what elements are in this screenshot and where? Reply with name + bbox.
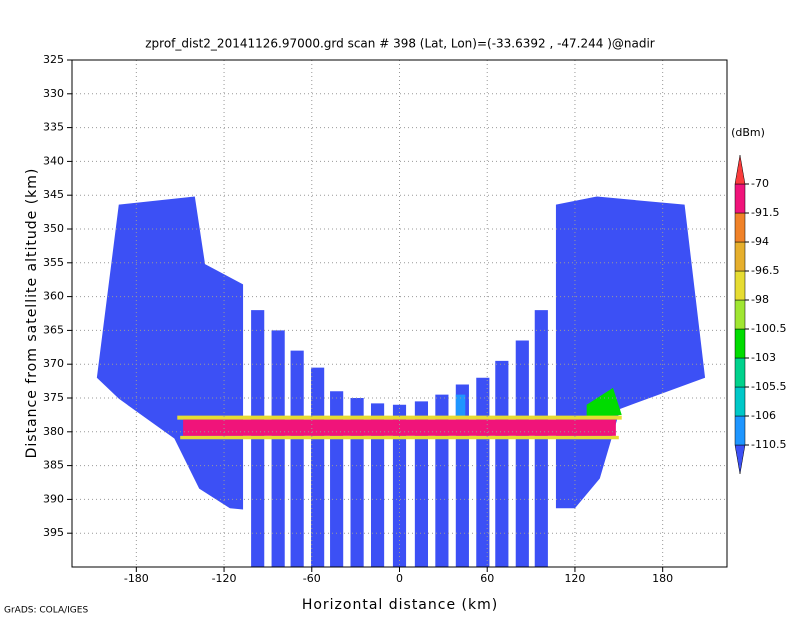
y-tick-label: 355 — [43, 256, 64, 269]
colorbar-label: -103 — [751, 351, 776, 364]
colorbar-label: -94 — [751, 235, 769, 248]
colorbar-label: -105.5 — [751, 380, 786, 393]
shaded-region — [180, 435, 619, 440]
x-tick-label: -180 — [124, 572, 149, 585]
chart-title: zprof_dist2_20141126.97000.grd scan # 39… — [145, 37, 655, 51]
colorbar-label: -96.5 — [751, 264, 779, 277]
colorbar-label: -98 — [751, 293, 769, 306]
y-tick-label: 390 — [43, 492, 64, 505]
shaded-region — [455, 394, 466, 417]
x-tick-label: -60 — [303, 572, 321, 585]
y-axis-label: Distance from satellite altitude (km) — [24, 168, 40, 459]
colorbar-bin — [734, 357, 746, 388]
shaded-region — [495, 360, 509, 567]
y-tick-label: 395 — [43, 526, 64, 539]
shaded-region — [370, 403, 385, 567]
x-axis-label: Horizontal distance (km) — [302, 597, 498, 613]
colorbar-bin — [734, 328, 746, 359]
credit: GrADS: COLA/IGES — [4, 606, 88, 616]
colorbar-title: (dBm) — [731, 126, 765, 139]
colorbar-bin — [734, 299, 746, 330]
colorbar-label: -70 — [751, 177, 769, 190]
colorbar-label: -100.5 — [751, 322, 786, 335]
shaded-region — [311, 367, 325, 567]
y-tick-label: 340 — [43, 154, 64, 167]
colorbar-bin — [734, 212, 746, 243]
shaded-region — [586, 387, 622, 419]
shaded-region — [183, 419, 616, 436]
y-tick-label: 325 — [43, 53, 64, 66]
colorbar-bin — [734, 270, 746, 301]
y-tick-label: 385 — [43, 459, 64, 472]
shaded-region — [96, 196, 244, 510]
colorbar-bin — [734, 154, 746, 185]
y-tick-label: 350 — [43, 222, 64, 235]
colorbar-bin — [734, 183, 746, 214]
colorbar-label: -91.5 — [751, 206, 779, 219]
shaded-region — [555, 196, 706, 509]
shaded-region — [414, 401, 429, 567]
colorbar-bin — [734, 444, 746, 475]
shaded-region — [392, 404, 407, 567]
y-tick-label: 375 — [43, 391, 64, 404]
shaded-region — [515, 340, 529, 567]
y-tick-label: 370 — [43, 357, 64, 370]
shaded-region — [290, 350, 304, 567]
shaded-region — [350, 398, 364, 567]
y-tick-label: 380 — [43, 425, 64, 438]
x-tick-label: -120 — [212, 572, 237, 585]
plot-frame — [71, 59, 728, 568]
y-tick-label: 365 — [43, 323, 64, 336]
y-tick-label: 345 — [43, 188, 64, 201]
x-tick-label: 180 — [652, 572, 673, 585]
shaded-region — [271, 330, 285, 567]
y-tick-label: 330 — [43, 87, 64, 100]
x-tick-label: 0 — [396, 572, 403, 585]
colorbar-label: -106 — [751, 409, 776, 422]
colorbar-bin — [734, 241, 746, 272]
x-tick-label: 60 — [480, 572, 494, 585]
y-tick-label: 335 — [43, 121, 64, 134]
x-tick-label: 120 — [564, 572, 585, 585]
shaded-region — [177, 415, 622, 420]
colorbar-bin — [734, 415, 746, 446]
colorbar-label: -110.5 — [751, 438, 786, 451]
y-tick-label: 360 — [43, 290, 64, 303]
colorbar-bin — [734, 386, 746, 417]
